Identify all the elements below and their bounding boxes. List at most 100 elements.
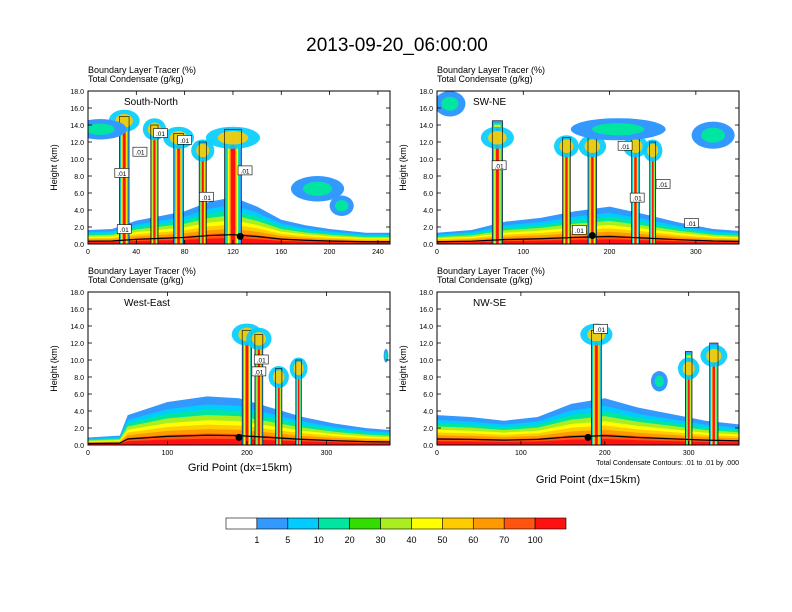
svg-text:.01: .01 (687, 221, 696, 228)
y-tick-label: 0.0 (74, 242, 84, 249)
plot-frame (436, 90, 740, 245)
svg-text:.01: .01 (633, 196, 642, 203)
panel1-tracer-label: Boundary Layer Tracer (%) (88, 65, 196, 75)
panel-west-east: .01 .01 West-East 0.0 2.0 4.0 6.0 8.0 10.0 12.0 14… (49, 290, 391, 457)
colorbar-swatch (225, 517, 258, 530)
panel4-tracer-label: Boundary Layer Tracer (%) (437, 266, 545, 276)
y-tick-label: 0.0 (423, 443, 433, 450)
colorbar-label: 30 (376, 535, 386, 545)
contour-label: .01 (114, 168, 130, 178)
svg-text:.01: .01 (202, 195, 211, 202)
contour-label: .01 (572, 225, 587, 235)
colorbar-label: 60 (468, 535, 478, 545)
panel2-tracer-label: Boundary Layer Tracer (%) (437, 65, 545, 75)
x-tick-label: 0 (86, 450, 90, 457)
y-tick-label: 10.0 (70, 157, 84, 164)
cloud-blob (437, 91, 466, 117)
contour-label: .01 (491, 160, 507, 170)
colorbar-swatch (534, 517, 567, 530)
y-tick-label: 18.0 (419, 290, 433, 297)
x-axis-label-left: Grid Point (dx=15km) (188, 462, 292, 474)
y-tick-label: 4.0 (74, 409, 84, 416)
svg-text:.01: .01 (180, 138, 189, 145)
colorbar-swatch (380, 517, 412, 530)
panel-south-north: .01 .01 .01 .01 .01 .01 .01 South-North 0.0 2.0 4.… (49, 89, 391, 256)
y-tick-label: 16.0 (419, 307, 433, 314)
cloud-blob (691, 121, 735, 149)
location-marker (235, 433, 243, 441)
contour-label: .01 (617, 140, 633, 151)
plot-frame (87, 90, 391, 245)
contour-label: .01 (629, 192, 645, 203)
cloud-blob (329, 195, 354, 216)
y-tick-label: 8.0 (74, 174, 84, 181)
colorbar: 1 5 10 20 30 40 50 60 70 100 (225, 517, 567, 545)
contour-label: .01 (593, 324, 608, 334)
x-tick-label: 100 (162, 450, 174, 457)
colorbar-swatch (256, 517, 289, 530)
panel1-condensate-label: Total Condensate (g/kg) (88, 74, 184, 84)
colorbar-label: 5 (285, 535, 290, 545)
panel4-condensate-label: Total Condensate (g/kg) (437, 275, 533, 285)
contour-label: .01 (132, 146, 148, 157)
colorbar-swatch (442, 517, 474, 530)
x-tick-label: 200 (604, 249, 616, 256)
y-axis-label: Height (km) (398, 345, 408, 392)
x-tick-label: 240 (372, 249, 384, 256)
y-axis-label: Height (km) (49, 144, 59, 191)
x-tick-label: 0 (435, 249, 439, 256)
y-tick-label: 14.0 (419, 123, 433, 130)
colorbar-label: 10 (314, 535, 324, 545)
panel-name: West-East (124, 298, 170, 309)
x-tick-label: 300 (690, 249, 702, 256)
convective-column (554, 135, 579, 244)
y-tick-label: 12.0 (419, 341, 433, 348)
y-tick-label: 8.0 (423, 174, 433, 181)
svg-text:.01: .01 (621, 144, 630, 151)
svg-text:.01: .01 (575, 228, 584, 235)
y-tick-label: 2.0 (423, 225, 433, 232)
y-axis-label: Height (km) (398, 144, 408, 191)
y-tick-label: 16.0 (70, 106, 84, 113)
figure-title: 2013-09-20_06:00:00 (306, 35, 488, 56)
cloud-blob (383, 348, 389, 363)
y-tick-label: 18.0 (70, 89, 84, 96)
cloud-blob (570, 118, 666, 141)
bl-layer-8 (88, 438, 390, 445)
contour-note: Total Condensate Contours: .01 to .01 by… (596, 460, 739, 467)
panel3-tracer-label: Boundary Layer Tracer (%) (88, 266, 196, 276)
x-tick-label: 200 (241, 450, 253, 457)
contour-label: .01 (684, 218, 699, 228)
cloud-blob (290, 176, 345, 202)
y-tick-label: 2.0 (423, 426, 433, 433)
contour-label: .01 (655, 179, 671, 189)
y-tick-label: 16.0 (70, 307, 84, 314)
contour-label: .01 (116, 224, 132, 234)
colorbar-label: 1 (254, 535, 259, 545)
convective-column (677, 351, 700, 445)
y-tick-label: 16.0 (419, 106, 433, 113)
colorbar-label: 20 (345, 535, 355, 545)
x-tick-label: 200 (599, 450, 611, 457)
location-marker (584, 433, 592, 441)
y-tick-label: 4.0 (423, 208, 433, 215)
svg-text:.01: .01 (156, 131, 165, 138)
x-tick-label: 40 (132, 249, 140, 256)
convective-column (108, 109, 140, 244)
cloud-blob (88, 119, 127, 140)
y-tick-label: 4.0 (74, 208, 84, 215)
y-tick-label: 12.0 (70, 341, 84, 348)
plot-frame (436, 291, 740, 446)
plot-frame (87, 291, 391, 446)
y-tick-label: 6.0 (74, 191, 84, 198)
colorbar-swatch (318, 517, 350, 530)
contour-label: .01 (177, 135, 192, 145)
tracer-field: .01 .01 .01 .01 .01 .01 .01 (88, 109, 390, 244)
y-tick-label: 14.0 (70, 324, 84, 331)
x-tick-label: 120 (227, 249, 239, 256)
bl-layer-8 (437, 439, 739, 445)
y-tick-label: 18.0 (419, 89, 433, 96)
svg-text:.01: .01 (495, 163, 504, 170)
y-tick-label: 18.0 (70, 290, 84, 297)
